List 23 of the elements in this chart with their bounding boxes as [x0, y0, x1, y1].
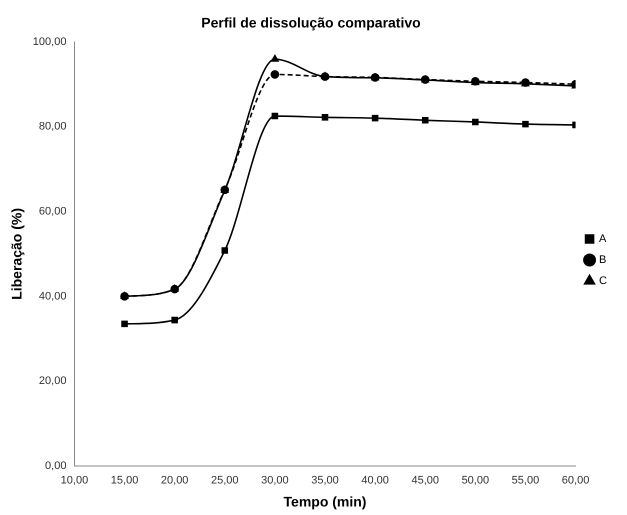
x-tick-label: 40,00 [361, 474, 389, 487]
y-tick-label: 20,00 [38, 375, 66, 388]
x-tick-label: 30,00 [261, 474, 289, 487]
legend-label: B [599, 254, 606, 266]
y-tick-label: 60,00 [38, 206, 66, 218]
x-tick-label: 55,00 [512, 474, 540, 487]
legend-label: A [599, 233, 608, 246]
y-tick-label: 0,00 [45, 460, 66, 472]
x-tick-label: 60,00 [562, 474, 590, 487]
x-axis-title: Tempo (min) [284, 493, 366, 510]
y-tick-label: 40,00 [38, 290, 66, 302]
x-tick-label: 50,00 [462, 474, 490, 487]
x-tick-label: 25,00 [211, 474, 239, 487]
y-tick-label: 80,00 [38, 120, 66, 133]
chart-title: Perfil de dissolução comparativo [201, 14, 421, 30]
x-tick-label: 10,00 [60, 474, 88, 487]
x-tick-label: 20,00 [160, 474, 188, 487]
x-tick-label: 35,00 [311, 474, 339, 487]
y-tick-label: 100,00 [32, 36, 66, 48]
y-axis-title: Liberação (%) [8, 208, 24, 300]
legend-label: C [599, 275, 608, 288]
x-tick-label: 45,00 [411, 474, 439, 487]
x-tick-label: 15,00 [110, 474, 138, 487]
